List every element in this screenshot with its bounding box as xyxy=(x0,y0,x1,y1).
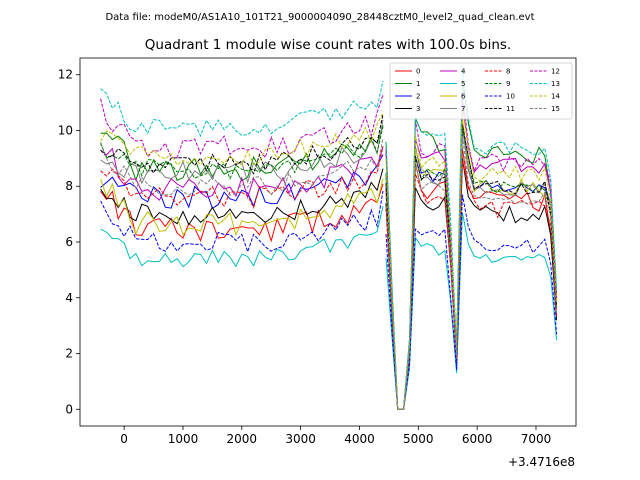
series-line-9-segment-1 xyxy=(100,126,384,181)
series-line-9-segment-2 xyxy=(385,127,558,410)
series-line-8-segment-1 xyxy=(100,146,384,209)
y-tick-label: 0 xyxy=(65,402,73,416)
x-tick-label: 3000 xyxy=(285,432,316,446)
y-tick-label: 12 xyxy=(58,68,73,82)
legend-label-13: 13 xyxy=(551,80,560,88)
y-tick-label: 4 xyxy=(65,291,73,305)
y-tick-label: 2 xyxy=(65,347,73,361)
series-line-12-segment-2 xyxy=(385,92,558,410)
legend-label-1: 1 xyxy=(416,80,420,88)
series-line-11-segment-2 xyxy=(385,124,558,410)
chart-title: Quadrant 1 module wise count rates with … xyxy=(145,37,511,53)
y-tick-label: 6 xyxy=(65,235,73,249)
legend-label-3: 3 xyxy=(416,105,420,113)
x-tick-label: 1000 xyxy=(168,432,199,446)
x-tick-label: 2000 xyxy=(227,432,258,446)
y-axis: 0 2 4 6 8 10 12 xyxy=(58,68,80,416)
data-file-label: Data file: modeM0/AS1A10_101T21_90000040… xyxy=(105,12,534,23)
series-line-3-segment-1 xyxy=(100,168,384,226)
x-axis: 0 1000 2000 3000 4000 5000 6000 7000 xyxy=(120,426,551,446)
legend-label-4: 4 xyxy=(461,68,466,76)
legend-label-5: 5 xyxy=(461,80,465,88)
series-line-14-segment-2 xyxy=(385,108,558,410)
legend-label-12: 12 xyxy=(551,68,560,76)
legend-label-7: 7 xyxy=(461,105,465,113)
legend-label-8: 8 xyxy=(506,68,510,76)
series-line-11-segment-1 xyxy=(100,114,384,175)
legend-label-9: 9 xyxy=(506,80,510,88)
x-tick-label: 7000 xyxy=(521,432,552,446)
series-layer xyxy=(100,67,558,410)
series-line-6-segment-1 xyxy=(100,178,384,237)
series-line-7-segment-1 xyxy=(100,119,384,185)
series-line-0-segment-1 xyxy=(100,183,384,243)
x-tick-label: 6000 xyxy=(462,432,493,446)
legend-label-15: 15 xyxy=(551,105,560,113)
x-offset-label: +3.4716e8 xyxy=(508,455,575,469)
legend-box xyxy=(389,62,573,120)
x-tick-label: 0 xyxy=(120,432,128,446)
legend-label-6: 6 xyxy=(461,93,466,101)
x-tick-label: 4000 xyxy=(344,432,375,446)
x-tick-label: 5000 xyxy=(403,432,434,446)
y-tick-label: 10 xyxy=(58,123,73,137)
legend-label-14: 14 xyxy=(551,93,560,101)
legend-label-11: 11 xyxy=(506,105,515,113)
y-tick-label: 8 xyxy=(65,179,73,193)
series-line-12-segment-1 xyxy=(100,94,384,159)
legend-label-10: 10 xyxy=(506,93,515,101)
series-line-10-segment-1 xyxy=(100,190,384,254)
series-line-14-segment-1 xyxy=(100,112,384,166)
series-line-15-segment-1 xyxy=(100,137,384,196)
series-line-5-segment-1 xyxy=(100,206,384,268)
legend-label-2: 2 xyxy=(416,93,420,101)
series-line-13-segment-1 xyxy=(100,80,384,138)
legend-label-0: 0 xyxy=(416,68,420,76)
series-line-2-segment-1 xyxy=(100,154,384,210)
series-line-10-segment-2 xyxy=(385,194,558,410)
